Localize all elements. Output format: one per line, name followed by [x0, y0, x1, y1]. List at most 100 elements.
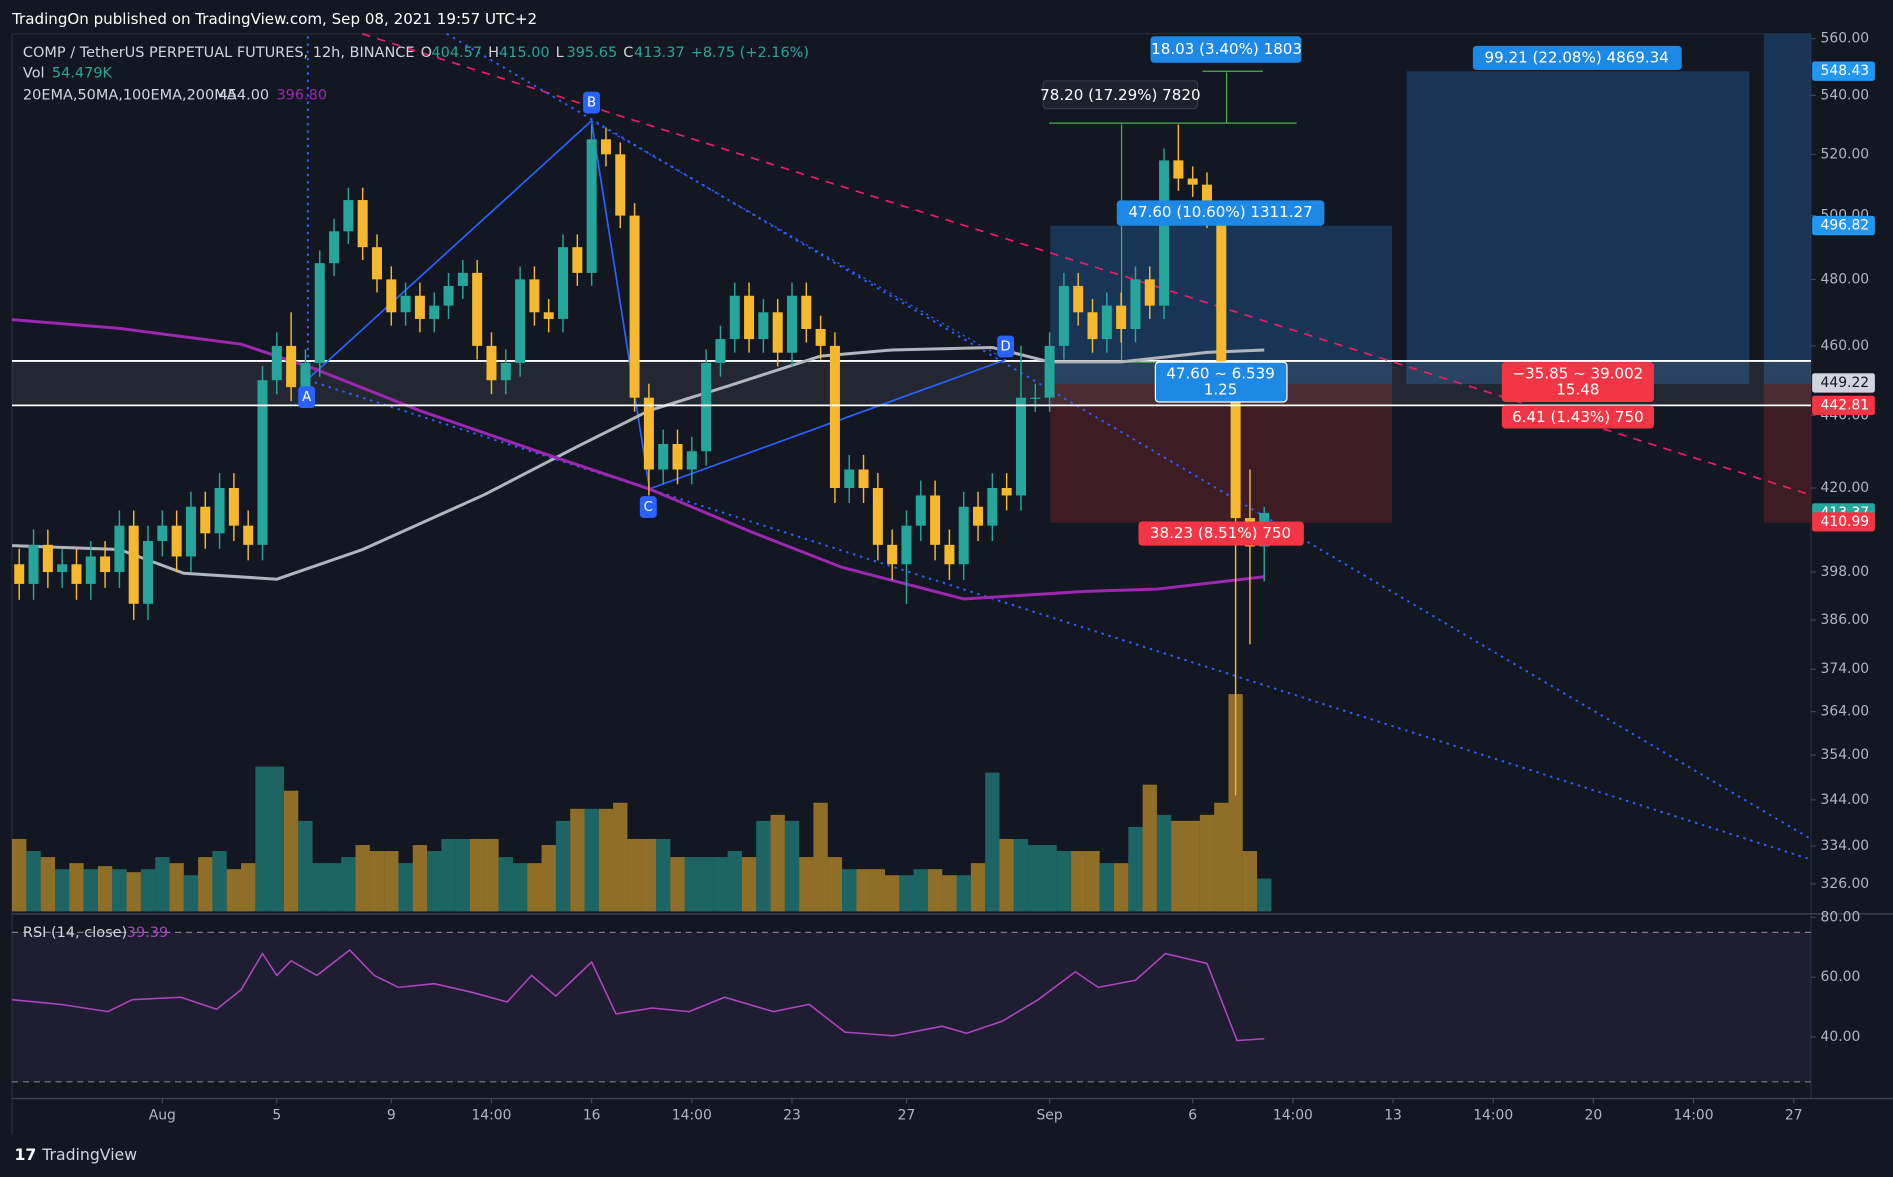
- x-tick-label: 23: [783, 1107, 801, 1123]
- candle-body: [801, 295, 812, 329]
- candle-body: [457, 272, 468, 286]
- price-badge: [1812, 215, 1875, 236]
- volume-bar: [427, 851, 442, 912]
- candle-body: [114, 525, 125, 573]
- loss-zone: [1050, 383, 1392, 523]
- volume-bar: [799, 857, 814, 912]
- volume-value: 54.479K: [52, 66, 113, 82]
- candle-body: [672, 443, 683, 470]
- volume-bar: [985, 772, 1000, 912]
- volume-bar: [55, 869, 70, 912]
- y-tick-label: 354.00: [1821, 747, 1870, 763]
- candle-body: [915, 495, 926, 526]
- candle-body: [71, 564, 82, 584]
- candle-body: [901, 525, 912, 565]
- x-tick-label: 27: [1785, 1107, 1803, 1123]
- rsi-name: RSI (14, close): [23, 925, 127, 941]
- symbol-title: COMP / TetherUS PERPETUAL FUTURES, 12h, …: [23, 45, 415, 61]
- candle-body: [42, 544, 53, 573]
- ohlc-letter: C: [623, 45, 633, 61]
- volume-bar: [1056, 851, 1072, 912]
- label-box: [1042, 80, 1199, 110]
- y-tick-label: 540.00: [1821, 87, 1870, 103]
- candle-body: [1073, 285, 1084, 313]
- volume-bar: [1214, 802, 1229, 912]
- candle-body: [543, 312, 554, 319]
- candle-body: [729, 295, 740, 340]
- volume-bar: [326, 863, 342, 912]
- volume-bar: [856, 869, 871, 912]
- candle-body: [1216, 215, 1227, 381]
- candle-body: [329, 231, 340, 264]
- candle-body: [1201, 184, 1213, 216]
- volume-bar: [455, 838, 471, 912]
- candle-body: [572, 247, 583, 273]
- candle-body: [701, 362, 712, 452]
- x-tick-label: Sep: [1037, 1107, 1063, 1123]
- volume-bar: [1071, 851, 1086, 912]
- candle-body: [944, 544, 955, 565]
- candle-body: [858, 469, 869, 489]
- volume-bar: [899, 875, 914, 912]
- y-tick-label: 520.00: [1821, 146, 1870, 162]
- candle-body: [1001, 488, 1012, 496]
- volume-bar: [1013, 838, 1029, 912]
- y-tick-label: 398.00: [1821, 564, 1870, 580]
- footer: 17 TradingView: [14, 1145, 137, 1164]
- volume-bar: [756, 820, 771, 912]
- position-label: −35.85 ~ 39.002: [1513, 365, 1644, 383]
- y-tick-label: 326.00: [1821, 876, 1870, 892]
- price-badge: [1812, 395, 1875, 416]
- x-tick-label: 5: [272, 1107, 281, 1123]
- candle-body: [128, 525, 139, 604]
- volume-bar: [999, 838, 1014, 912]
- candle-body: [1101, 305, 1112, 340]
- candle-body: [472, 272, 483, 346]
- x-tick-label: 14:00: [1473, 1107, 1513, 1123]
- volume-bar: [40, 857, 56, 912]
- point-label: B: [587, 96, 596, 111]
- pattern-labels: A B C D: [298, 91, 1015, 518]
- price-badge-label: 449.22: [1821, 375, 1870, 391]
- volume-bar: [684, 857, 699, 912]
- candle-body: [1087, 312, 1098, 340]
- candle-body: [1116, 305, 1127, 329]
- candle-body: [658, 443, 669, 470]
- candle-body: [400, 295, 411, 313]
- rsi-value: 39.39: [127, 925, 168, 941]
- candle-body: [887, 544, 898, 565]
- candle-body: [228, 488, 239, 526]
- ohlc-value: 404.57: [431, 45, 482, 61]
- candle-body: [100, 556, 111, 573]
- volume-bar: [1199, 814, 1215, 912]
- candle-body: [930, 495, 941, 545]
- header-title: TradingOn published on TradingView.com, …: [11, 10, 537, 28]
- ohlc-letter: L: [556, 45, 564, 61]
- position-label: 47.60 (10.60%) 1311.27: [1128, 203, 1312, 221]
- candle-body: [28, 544, 39, 584]
- volume-bar: [97, 866, 113, 912]
- volume-bar: [1113, 863, 1129, 912]
- volume-bar: [885, 875, 900, 912]
- point-label: C: [644, 500, 653, 515]
- volume-bar: [913, 869, 928, 912]
- candle-body: [443, 285, 454, 306]
- volume-bar: [312, 863, 327, 912]
- ohlc-value: 395.65: [567, 45, 618, 61]
- volume-bar: [412, 845, 428, 912]
- indicator-value: 454.00: [219, 87, 270, 103]
- volume-bar: [355, 845, 370, 912]
- volume-bar: [441, 838, 456, 912]
- volume-bar: [1042, 845, 1057, 912]
- measure-label: 78.20 (17.29%) 7820: [1040, 86, 1200, 104]
- label-box: [1138, 521, 1304, 546]
- price-badge: [1812, 373, 1875, 393]
- volume-bar: [12, 838, 27, 912]
- volume-bar: [813, 802, 828, 912]
- volume-bar: [598, 808, 614, 912]
- volume-bar: [183, 875, 199, 912]
- ohlc-letter: H: [488, 45, 499, 61]
- label-box: [1501, 405, 1654, 429]
- price-badge-label: 548.43: [1821, 63, 1870, 79]
- volume-bar: [1228, 694, 1243, 912]
